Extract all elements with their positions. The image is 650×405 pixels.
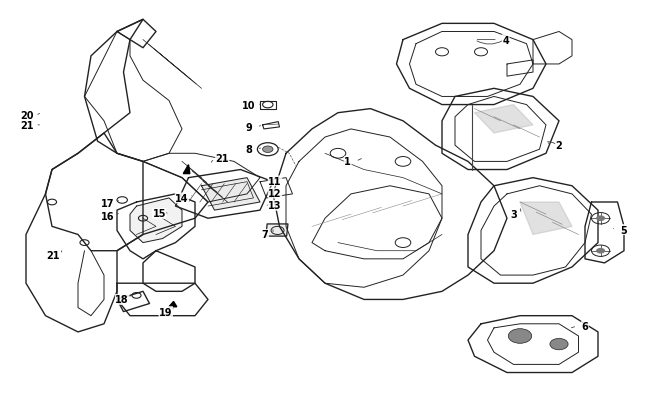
Text: 13: 13	[268, 201, 281, 211]
Circle shape	[508, 329, 532, 343]
Circle shape	[550, 339, 568, 350]
Text: 5: 5	[621, 225, 627, 235]
Text: 11: 11	[268, 177, 281, 186]
Text: 1: 1	[344, 157, 351, 167]
Polygon shape	[202, 178, 260, 211]
Text: 2: 2	[556, 141, 562, 151]
Polygon shape	[169, 302, 177, 307]
Circle shape	[596, 248, 605, 254]
Circle shape	[596, 216, 605, 222]
Text: 18: 18	[116, 295, 129, 305]
Text: 15: 15	[153, 209, 166, 219]
Text: 21: 21	[47, 250, 60, 260]
Text: 14: 14	[176, 194, 188, 203]
Text: 8: 8	[246, 145, 252, 155]
Text: 17: 17	[101, 198, 114, 208]
Polygon shape	[130, 198, 182, 243]
Text: 16: 16	[101, 211, 114, 221]
Polygon shape	[474, 105, 533, 134]
Text: 7: 7	[262, 230, 268, 240]
Text: 12: 12	[268, 189, 281, 198]
Text: 4: 4	[502, 36, 509, 45]
Text: 6: 6	[582, 321, 588, 331]
Text: 10: 10	[242, 100, 255, 110]
Text: 21: 21	[216, 154, 229, 164]
Text: 3: 3	[510, 210, 517, 220]
Polygon shape	[266, 224, 288, 237]
Circle shape	[263, 147, 273, 153]
Polygon shape	[183, 165, 190, 174]
Text: 21: 21	[21, 121, 34, 130]
Text: 19: 19	[159, 307, 172, 317]
Text: 20: 20	[21, 111, 34, 121]
Text: 9: 9	[246, 123, 252, 132]
Polygon shape	[520, 202, 572, 235]
